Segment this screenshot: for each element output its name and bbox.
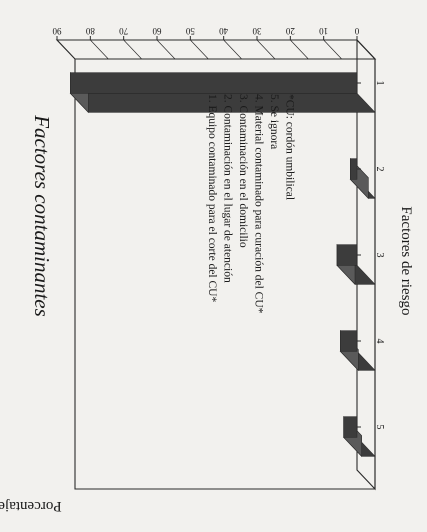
y-tick-label: 80 (85, 26, 95, 36)
x-axis: 1 2 3 4 5 (357, 81, 385, 430)
legend-item: 5. Se ignora (268, 94, 280, 149)
y-tick-label: 60 (152, 26, 162, 36)
y-tick-label: 30 (252, 26, 262, 36)
y-tick-diagonal (256, 39, 276, 60)
x-tick-label: 2 (374, 167, 385, 172)
x-tick-label: 3 (374, 253, 385, 258)
y-tick-label: 90 (52, 26, 62, 36)
bar-3-front (336, 244, 358, 266)
bar-1-front (70, 72, 358, 94)
y-tick-label: 20 (285, 26, 295, 36)
y-tick-diagonal (290, 39, 309, 60)
x-tick-label: 5 (374, 425, 385, 430)
bars (69, 71, 376, 458)
y-tick-diagonal (123, 39, 142, 60)
bar-5 (342, 415, 376, 458)
y-tick-label: 0 (354, 26, 359, 36)
legend-item: *CU: cordón umbilical (284, 94, 296, 200)
legend: 1. Equipo contaminado para el corte del … (206, 94, 296, 314)
y-tick-diagonal (190, 39, 209, 60)
y-tick-diagonal (356, 39, 376, 60)
x-axis-label: Factores de riesgo (398, 206, 414, 315)
bar-4-front (340, 330, 358, 352)
y-tick-diagonal (223, 39, 242, 60)
y-tick-diagonal (90, 39, 109, 60)
y-tick-label: 70 (119, 26, 129, 36)
chart-title: Factores contaminantes (30, 114, 54, 317)
x-tick-label: 1 (374, 81, 385, 86)
legend-item: 1. Equipo contaminado para el corte del … (206, 94, 218, 302)
y-axis-label: Porcentaje (0, 498, 62, 514)
legend-item: 3. Contaminación en el domicilio (237, 94, 249, 248)
y-tick-label: 50 (185, 26, 195, 36)
bar-4 (339, 329, 376, 372)
legend-item: 2. Contaminación en el lugar de atención (222, 94, 234, 283)
y-tick-diagonal (156, 39, 176, 60)
side-wall (55, 39, 377, 60)
bar-2-front (350, 158, 358, 180)
y-tick-label: 10 (319, 26, 329, 36)
y-tick-label: 40 (219, 26, 229, 36)
legend-item: 4. Material contaminado para curación de… (253, 94, 265, 314)
bar-5-front (343, 416, 358, 438)
bar-2 (349, 157, 376, 200)
x-tick-label: 4 (374, 339, 385, 344)
bar-3 (336, 243, 376, 286)
y-axis: 0 10 20 30 40 50 60 70 80 90 (52, 26, 376, 60)
y-tick-diagonal (56, 39, 76, 60)
y-tick-diagonal (323, 39, 342, 60)
